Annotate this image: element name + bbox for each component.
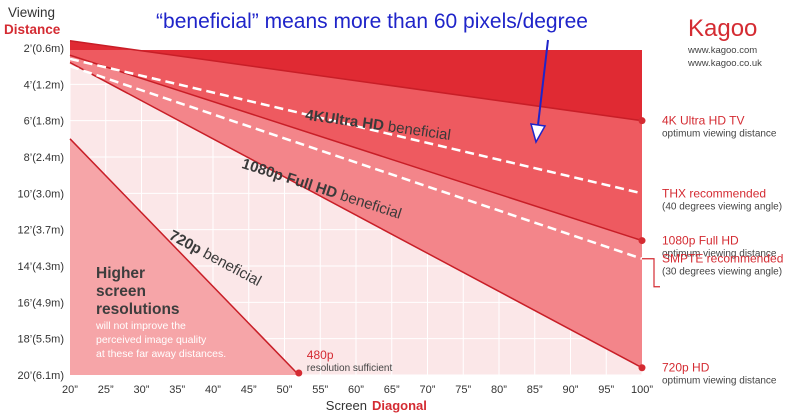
x-tick-label: 80” [491,384,507,396]
x-tick-label: 65” [384,384,400,396]
series-line-0 [69,39,643,122]
x-tick-label: 70” [420,384,436,396]
note-heading-3: resolutions [96,301,180,318]
x-axis-label-prefix: Screen [326,398,367,413]
480p-sublabel: resolution sufficient [307,363,393,374]
y-tick-label: 6’(1.8m) [24,116,64,128]
smpte-recommended-label: SMPTE recommended [662,252,783,266]
note-heading-2: screen [96,283,146,300]
x-tick-label: 75” [455,384,471,396]
smpte-line [69,64,643,260]
1080p-full-hd-sublabel: optimum viewing distance [662,249,777,260]
x-tick-label: 90” [563,384,579,396]
y-tick-label: 16’(4.9m) [18,297,64,309]
area-series [69,39,643,376]
x-tick-label: 85” [527,384,543,396]
y-tick-label: 10’(3.0m) [18,188,64,200]
x-tick-label: 100” [631,384,653,396]
reference-lines [69,57,643,260]
x-tick-label: 20” [62,384,78,396]
x-tick-label: 25” [98,384,114,396]
x-tick-label: 30” [134,384,150,396]
note-heading-1: Higher [96,265,145,282]
brand-logo: Kagoo [688,15,757,42]
x-tick-label: 35” [169,384,185,396]
note: Higher screen resolutions will not impro… [95,265,226,360]
1080p-full-hd-marker [638,237,646,245]
y-axis-ticks: 2’(0.6m) 4’(1.2m) 6’(1.8m) 8’(2.4m) 10’(3.0m… [18,43,64,382]
thx-recommended-label: THX recommended [662,186,766,200]
x-tick-label: 95” [598,384,614,396]
x-tick-label: 55” [312,384,328,396]
480p-label: 480p [307,348,334,362]
720p-hd-marker [638,364,646,372]
720p-hd-label: 720p HD [662,361,710,375]
y-axis-label-line1: Viewing [8,5,55,20]
note-body-2: perceived image quality [96,334,207,346]
4k-ultra-hd-tv-label: 4K Ultra HD TV [662,114,744,128]
y-tick-label: 4’(1.2m) [24,79,64,91]
note-body-3: at these far away distances. [96,348,226,360]
smpte-recommended-sublabel: (30 degrees viewing angle) [662,267,782,278]
x-tick-label: 60” [348,384,364,396]
series-line-2 [69,61,643,369]
x-axis-label-emphasis: Diagonal [372,398,427,413]
series-line-1 [69,54,643,242]
x-tick-label: 40” [205,384,221,396]
y-tick-label: 8’(2.4m) [24,152,64,164]
y-tick-label: 2’(0.6m) [24,43,64,55]
480p-marker [295,369,303,377]
brand-url-2: www.kagoo.co.uk [687,58,762,69]
note-body-1: will not improve the [95,320,186,332]
720p-hd-sublabel: optimum viewing distance [662,376,777,387]
4k-ultra-hd-tv-sublabel: optimum viewing distance [662,129,777,140]
y-tick-label: 12’(3.7m) [18,225,64,237]
4k-ultra-hd-tv-marker [638,117,646,125]
thx-recommended-sublabel: (40 degrees viewing angle) [662,201,782,212]
y-axis-label-line2: Distance [4,22,61,37]
x-tick-label: 45” [241,384,257,396]
y-tick-label: 20’(6.1m) [18,370,64,382]
x-axis-ticks: 20” 25” 30” 35” 40” 45” 50” 55” 60” 65” 70” 75” 80” 8… [62,384,653,396]
y-tick-label: 18’(5.5m) [18,334,64,346]
1080p-full-hd-label: 1080p Full HD [662,234,739,248]
chart-title: “beneficial” means more than 60 pixels/d… [156,10,588,33]
brand-url-1: www.kagoo.com [687,45,757,56]
arrow-head [529,123,547,144]
y-tick-label: 14’(4.3m) [18,261,64,273]
smpte-connector [642,258,660,288]
x-tick-label: 50” [277,384,293,396]
series-line-3 [69,138,300,376]
title-arrow [529,39,549,144]
arrow-shaft [537,39,549,126]
